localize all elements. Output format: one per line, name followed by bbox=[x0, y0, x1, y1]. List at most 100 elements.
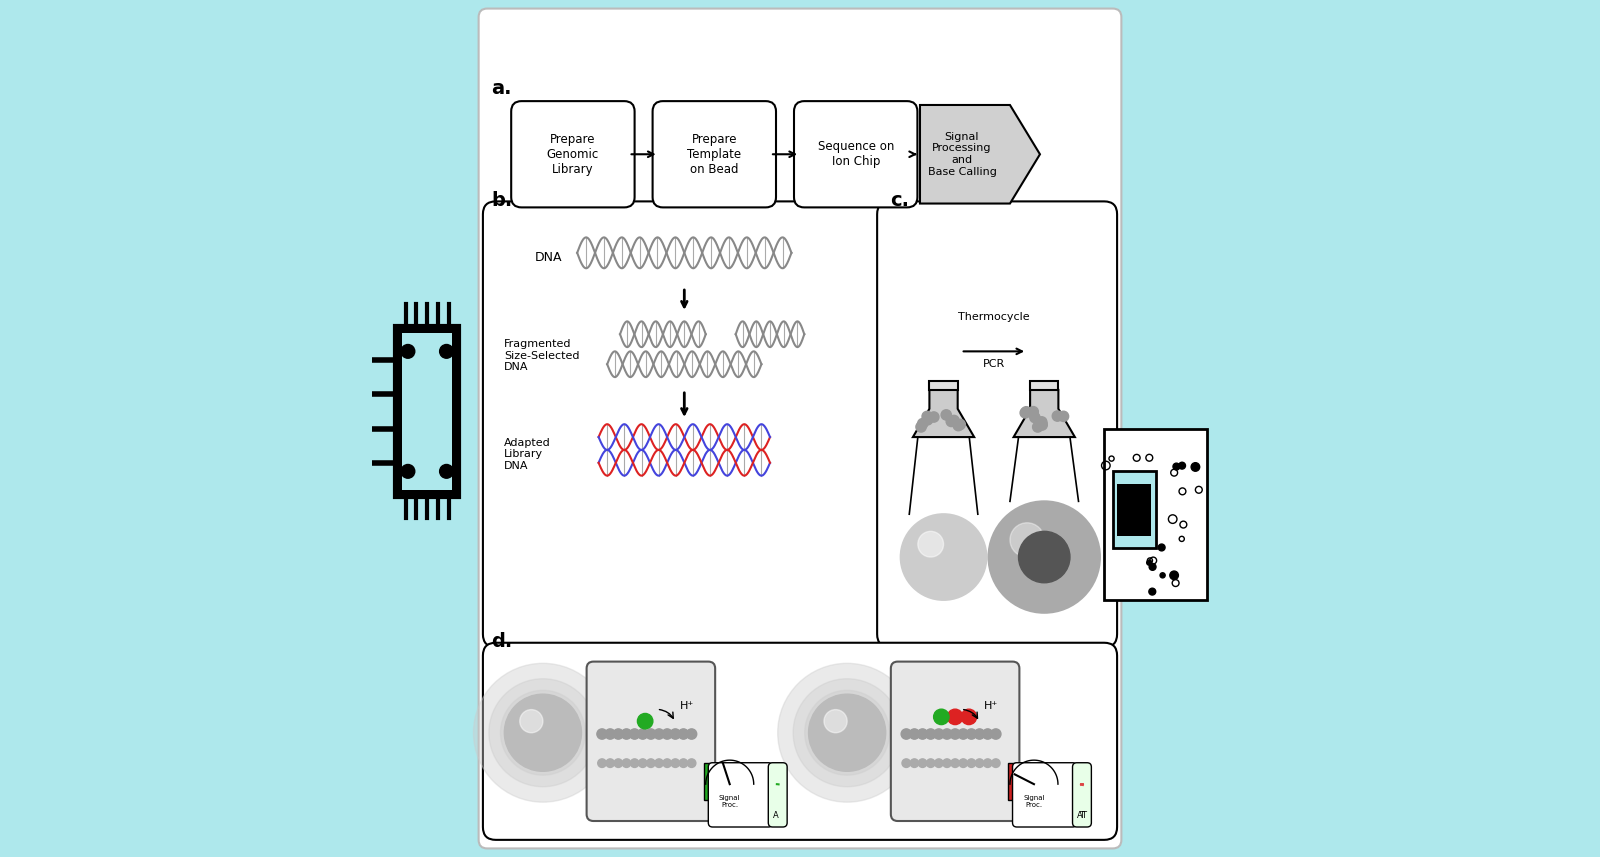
Text: Adapted
Library
DNA: Adapted Library DNA bbox=[504, 438, 550, 470]
Text: H⁺: H⁺ bbox=[984, 701, 998, 711]
Circle shape bbox=[637, 713, 653, 728]
FancyBboxPatch shape bbox=[587, 662, 715, 821]
Circle shape bbox=[1149, 563, 1157, 570]
Circle shape bbox=[974, 728, 984, 739]
Circle shape bbox=[402, 464, 414, 478]
Circle shape bbox=[1029, 406, 1038, 417]
Circle shape bbox=[922, 411, 933, 422]
Circle shape bbox=[629, 728, 640, 739]
Circle shape bbox=[622, 759, 630, 768]
Bar bbox=[1114, 471, 1155, 548]
Circle shape bbox=[989, 501, 1099, 613]
Text: Signal
Proc.: Signal Proc. bbox=[718, 794, 741, 808]
Circle shape bbox=[1149, 588, 1155, 595]
FancyBboxPatch shape bbox=[1013, 763, 1077, 827]
Circle shape bbox=[966, 728, 976, 739]
Circle shape bbox=[646, 728, 656, 739]
Circle shape bbox=[942, 759, 952, 768]
FancyBboxPatch shape bbox=[1072, 763, 1091, 827]
Circle shape bbox=[946, 417, 957, 427]
FancyBboxPatch shape bbox=[794, 101, 917, 207]
Circle shape bbox=[941, 410, 952, 420]
Text: Thermocycle: Thermocycle bbox=[958, 312, 1030, 322]
Circle shape bbox=[678, 759, 688, 768]
Circle shape bbox=[1160, 572, 1165, 578]
Circle shape bbox=[942, 728, 952, 739]
Circle shape bbox=[440, 345, 453, 358]
Circle shape bbox=[917, 728, 928, 739]
Text: A: A bbox=[1077, 812, 1082, 820]
FancyBboxPatch shape bbox=[483, 643, 1117, 840]
Bar bbox=[1030, 381, 1058, 390]
Circle shape bbox=[824, 710, 846, 733]
Bar bbox=[930, 381, 958, 390]
Circle shape bbox=[925, 728, 936, 739]
Circle shape bbox=[805, 691, 890, 775]
Text: Sequence on
Ion Chip: Sequence on Ion Chip bbox=[818, 141, 894, 168]
Circle shape bbox=[902, 759, 910, 768]
Circle shape bbox=[638, 759, 646, 768]
FancyBboxPatch shape bbox=[478, 9, 1122, 848]
Circle shape bbox=[1173, 463, 1179, 470]
Circle shape bbox=[958, 759, 968, 768]
Circle shape bbox=[909, 728, 920, 739]
Circle shape bbox=[598, 759, 606, 768]
FancyBboxPatch shape bbox=[483, 201, 886, 647]
FancyBboxPatch shape bbox=[877, 201, 1117, 647]
Circle shape bbox=[915, 422, 926, 432]
Circle shape bbox=[1158, 544, 1165, 551]
Circle shape bbox=[947, 710, 963, 724]
Circle shape bbox=[678, 728, 688, 739]
Circle shape bbox=[918, 759, 926, 768]
Circle shape bbox=[1021, 407, 1032, 417]
FancyBboxPatch shape bbox=[709, 763, 773, 827]
Text: DNA: DNA bbox=[534, 250, 562, 264]
Circle shape bbox=[1010, 523, 1045, 557]
Circle shape bbox=[1053, 411, 1062, 421]
Circle shape bbox=[992, 759, 1000, 768]
FancyBboxPatch shape bbox=[510, 101, 635, 207]
FancyBboxPatch shape bbox=[768, 763, 787, 827]
Circle shape bbox=[962, 710, 976, 724]
Text: T: T bbox=[1080, 812, 1085, 820]
Circle shape bbox=[984, 759, 992, 768]
Circle shape bbox=[1021, 408, 1030, 418]
Polygon shape bbox=[914, 390, 974, 437]
Circle shape bbox=[976, 759, 984, 768]
Circle shape bbox=[923, 415, 933, 425]
Circle shape bbox=[1032, 422, 1043, 432]
Circle shape bbox=[670, 728, 680, 739]
Text: d.: d. bbox=[491, 632, 512, 651]
Polygon shape bbox=[1014, 390, 1075, 437]
Bar bbox=[1117, 484, 1152, 536]
Circle shape bbox=[474, 663, 613, 802]
Circle shape bbox=[402, 345, 414, 358]
Circle shape bbox=[654, 728, 664, 739]
Text: Signal
Proc.: Signal Proc. bbox=[1024, 794, 1045, 808]
Text: T: T bbox=[1082, 812, 1086, 820]
Text: Fragmented
Size-Selected
DNA: Fragmented Size-Selected DNA bbox=[504, 339, 579, 372]
Circle shape bbox=[630, 759, 638, 768]
Circle shape bbox=[1037, 417, 1046, 427]
Circle shape bbox=[982, 728, 994, 739]
Text: A: A bbox=[773, 812, 779, 820]
Text: Prepare
Genomic
Library: Prepare Genomic Library bbox=[547, 133, 598, 176]
Circle shape bbox=[1147, 560, 1152, 566]
Circle shape bbox=[605, 728, 616, 739]
Circle shape bbox=[954, 421, 963, 431]
Text: PCR: PCR bbox=[982, 359, 1005, 369]
FancyBboxPatch shape bbox=[891, 662, 1019, 821]
Circle shape bbox=[1170, 571, 1178, 579]
Circle shape bbox=[597, 728, 606, 739]
Circle shape bbox=[955, 419, 965, 429]
Circle shape bbox=[520, 710, 542, 733]
Circle shape bbox=[613, 728, 624, 739]
Circle shape bbox=[654, 759, 664, 768]
Circle shape bbox=[1037, 420, 1048, 430]
Bar bbox=[1008, 763, 1019, 800]
Circle shape bbox=[901, 728, 912, 739]
Circle shape bbox=[1030, 412, 1040, 423]
Circle shape bbox=[490, 679, 597, 787]
Circle shape bbox=[958, 728, 968, 739]
Circle shape bbox=[926, 759, 934, 768]
